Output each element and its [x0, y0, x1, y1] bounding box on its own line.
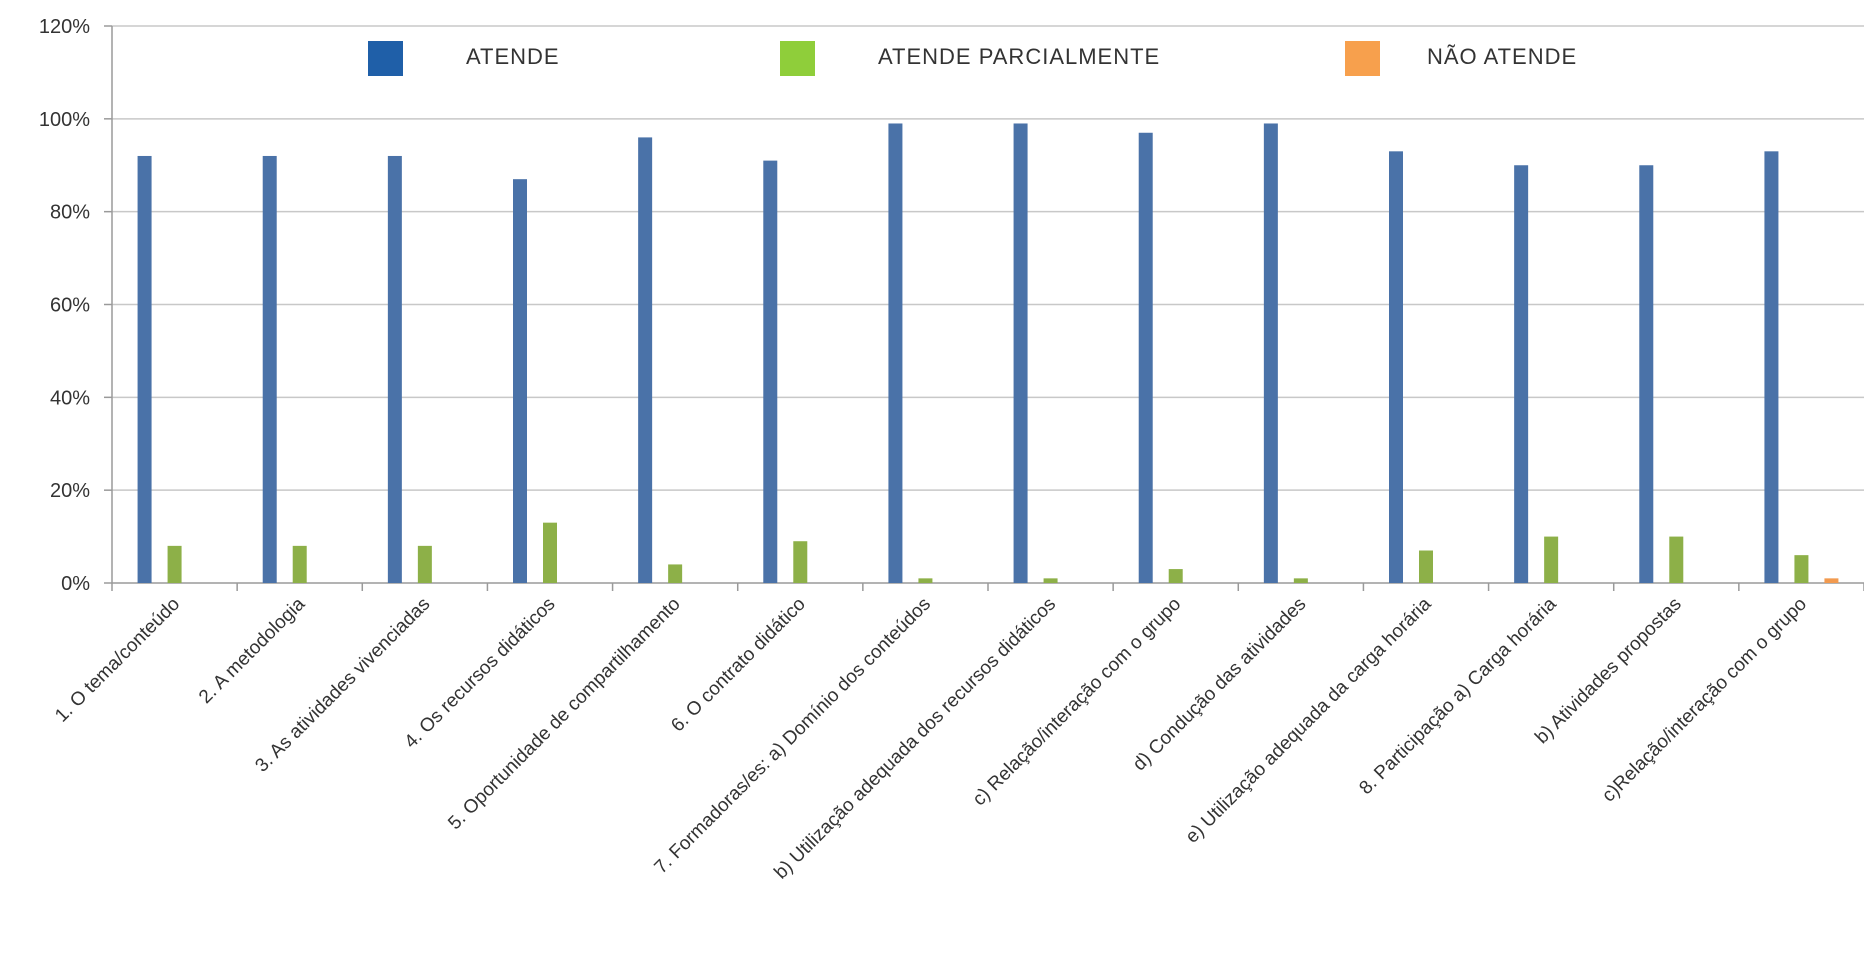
bar	[262, 155, 277, 583]
bar	[763, 160, 778, 583]
y-tick-label: 0%	[61, 573, 90, 595]
x-category-label: b) Atividades propostas	[1531, 594, 1686, 749]
bar	[513, 179, 527, 584]
y-tick-label: 20%	[50, 480, 90, 502]
bar	[1544, 536, 1559, 583]
x-category-label: 1. O tema/conteúdo	[51, 594, 184, 727]
y-tick-label: 80%	[50, 202, 90, 224]
bar	[1389, 151, 1403, 583]
bar	[668, 564, 683, 583]
gridlines	[104, 25, 1864, 591]
bar	[292, 545, 307, 583]
bar	[1138, 132, 1153, 583]
bar	[888, 123, 903, 583]
bar	[543, 522, 557, 583]
bar	[1043, 578, 1058, 583]
bar	[1669, 536, 1684, 583]
bar	[1514, 165, 1529, 583]
legend: ATENDE ATENDE PARCIALMENTE NÃO ATENDE	[368, 41, 1577, 76]
x-category-label: 6. O contrato didático	[667, 594, 810, 737]
bar	[918, 578, 933, 583]
bar	[387, 155, 402, 583]
bar	[1263, 123, 1278, 583]
x-category-label: c) Relação/interação com o grupo	[969, 594, 1185, 810]
y-tick-label: 60%	[50, 295, 90, 317]
bar	[1824, 578, 1839, 583]
x-category-label: b) Utilização adequada dos recursos didá…	[770, 594, 1060, 884]
bar	[793, 541, 808, 583]
bar	[1794, 555, 1809, 583]
bar	[1639, 165, 1654, 583]
legend-swatch	[368, 41, 403, 76]
bars	[137, 123, 1839, 584]
bar	[1168, 569, 1183, 583]
legend-label: ATENDE PARCIALMENTE	[878, 44, 1160, 69]
x-category-label: c)Relação/interação com o grupo	[1598, 594, 1811, 807]
x-category-label: e) Utilização adequada da carga horária	[1182, 593, 1436, 847]
bar	[1013, 123, 1028, 583]
legend-swatch	[1345, 41, 1380, 76]
y-tick-label: 40%	[50, 387, 90, 409]
bar	[638, 137, 653, 583]
x-category-label: 2. A metodologia	[195, 593, 310, 708]
bar	[1419, 550, 1433, 583]
y-tick-label: 100%	[39, 109, 90, 131]
legend-label: NÃO ATENDE	[1427, 44, 1577, 69]
bar	[1764, 151, 1779, 583]
bar	[1293, 578, 1308, 583]
legend-swatch	[780, 41, 815, 76]
bar	[137, 155, 152, 583]
y-axis-ticks: 0% 20% 40% 60% 80% 100% 120%	[39, 16, 90, 595]
y-tick-label: 120%	[39, 16, 90, 38]
bar	[417, 545, 432, 583]
x-category-label: 7. Formadoras/es: a) Domínio dos conteúd…	[651, 594, 935, 878]
legend-label: ATENDE	[466, 44, 560, 69]
bar	[167, 545, 182, 583]
x-category-label: 5. Oportunidade de compartilhamento	[444, 594, 684, 834]
x-category-label: 8. Participação a) Carga horária	[1355, 593, 1561, 799]
